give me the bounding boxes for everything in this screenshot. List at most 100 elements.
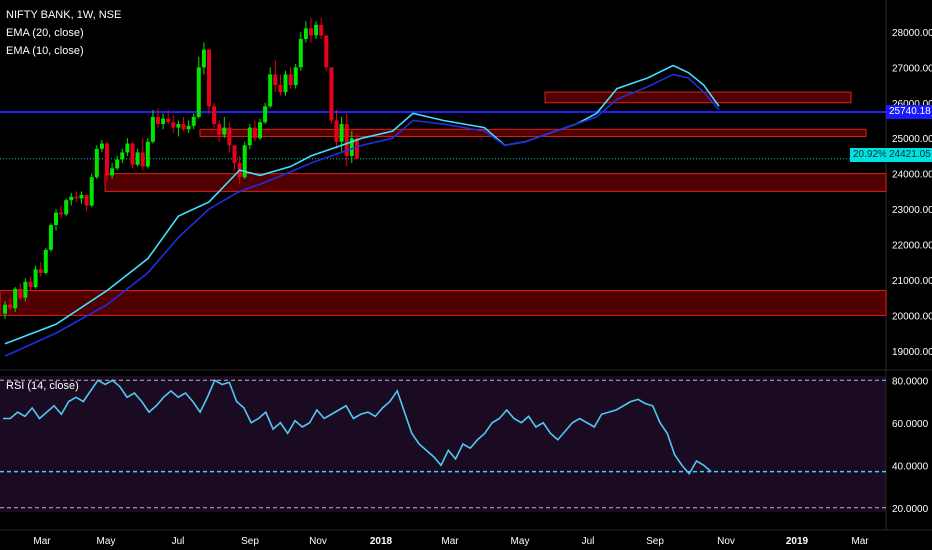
candle-body [99, 143, 104, 149]
candle-body [8, 304, 13, 309]
candle-body [166, 118, 171, 123]
candle-body [28, 281, 33, 288]
candle-body [196, 67, 201, 117]
candle-body [354, 138, 359, 159]
candle-body [161, 118, 166, 125]
price-tick-label: 21000.00 [892, 276, 932, 287]
candle-body [59, 212, 64, 215]
candle-body [150, 116, 155, 142]
rsi-group [0, 379, 886, 509]
candle-body [140, 152, 145, 167]
time-tick-label: 2018 [370, 536, 393, 547]
candle-body [120, 152, 125, 160]
candle-body [125, 143, 130, 153]
candle-body [314, 24, 319, 36]
price-tick-label: 20000.00 [892, 311, 932, 322]
candle-body [278, 85, 283, 93]
candle-body [89, 177, 94, 206]
candle-body [303, 28, 308, 39]
candle-body [94, 148, 99, 178]
candle-body [186, 125, 191, 130]
candle-body [171, 122, 176, 128]
candle-body [344, 124, 349, 156]
candle-body [329, 67, 334, 121]
zone-rect [199, 128, 867, 137]
ema10-legend: EMA (10, close) [6, 45, 84, 57]
candle-body [135, 152, 140, 165]
candle-body [181, 124, 186, 130]
time-tick-label: Mar [441, 536, 459, 547]
candle-body [105, 143, 109, 176]
ema10-line [4, 64, 720, 345]
rsi-tick-label: 20.0000 [892, 504, 929, 515]
candle-body [258, 122, 262, 139]
candle-body [43, 249, 48, 273]
rsi-axis-ticks: 80.0000 60.0000 40.0000 20.0000 [892, 376, 929, 515]
time-tick-label: Nov [717, 536, 735, 547]
price-tick-label: 19000.00 [892, 347, 932, 358]
candle-body [283, 74, 288, 93]
candle-body [145, 141, 150, 167]
price-tick-label: 25000.00 [892, 134, 932, 145]
price-tick-label: 26000.00 [892, 99, 932, 110]
candle-body [64, 200, 69, 215]
candle-body [217, 124, 222, 135]
candle-body [222, 127, 227, 135]
candle-body [247, 127, 252, 146]
price-tick-label: 27000.00 [892, 63, 932, 74]
candle-body [74, 196, 79, 199]
rsi-line [3, 379, 712, 476]
time-tick-label: Mar [851, 536, 869, 547]
candle-body [334, 120, 339, 142]
candle-body [212, 106, 217, 125]
candle-body [191, 116, 196, 126]
support-resistance-zones [0, 91, 887, 316]
time-tick-label: Mar [33, 536, 51, 547]
candle-body [48, 225, 53, 250]
zone-rect [104, 173, 887, 192]
zone-rect [0, 290, 887, 316]
time-tick-label: May [97, 536, 116, 547]
rsi-tick-label: 40.0000 [892, 461, 929, 472]
candle-body [13, 288, 18, 309]
ema20-legend: EMA (20, close) [6, 27, 84, 39]
price-axis-ticks: 28000.00 27000.00 26000.00 25000.00 24000.00… [892, 28, 932, 358]
price-tick-label: 23000.00 [892, 205, 932, 216]
time-tick-label: Jul [172, 536, 185, 547]
candle-body [242, 145, 247, 178]
ema-lines [4, 64, 720, 357]
rsi-pane-background [0, 376, 886, 512]
candle-body [115, 159, 120, 169]
candles-group [3, 17, 359, 319]
time-axis-ticks: Mar May Jul Sep Nov 2018 Mar May Jul Sep Nov 2019 Ma… [33, 536, 869, 547]
candle-body [309, 28, 313, 36]
time-tick-label: May [511, 536, 530, 547]
ema20-line [4, 73, 720, 357]
candle-body [319, 24, 324, 36]
rsi-tick-label: 60.0000 [892, 419, 929, 430]
candle-body [268, 74, 273, 107]
candle-body [339, 124, 344, 142]
last-price-tag: 24421.05 [886, 148, 932, 162]
time-tick-label: Nov [309, 536, 327, 547]
candle-body [54, 212, 58, 226]
symbol-legend: NIFTY BANK, 1W, NSE [6, 9, 122, 21]
candle-body [293, 67, 298, 86]
candle-body [33, 269, 38, 288]
candle-body [23, 281, 28, 298]
candle-body [207, 49, 211, 107]
price-tick-label: 28000.00 [892, 28, 932, 39]
candle-body [263, 106, 268, 123]
candle-body [227, 127, 232, 146]
time-tick-label: Sep [241, 536, 259, 547]
candle-body [273, 74, 278, 86]
time-tick-label: Sep [646, 536, 664, 547]
candle-body [349, 138, 354, 156]
candle-body [232, 145, 237, 164]
candle-body [110, 168, 115, 176]
price-tick-label: 24000.00 [892, 170, 932, 181]
price-tick-label: 22000.00 [892, 241, 932, 252]
candle-body [3, 304, 7, 314]
candle-body [79, 194, 84, 199]
candle-body [18, 288, 23, 298]
